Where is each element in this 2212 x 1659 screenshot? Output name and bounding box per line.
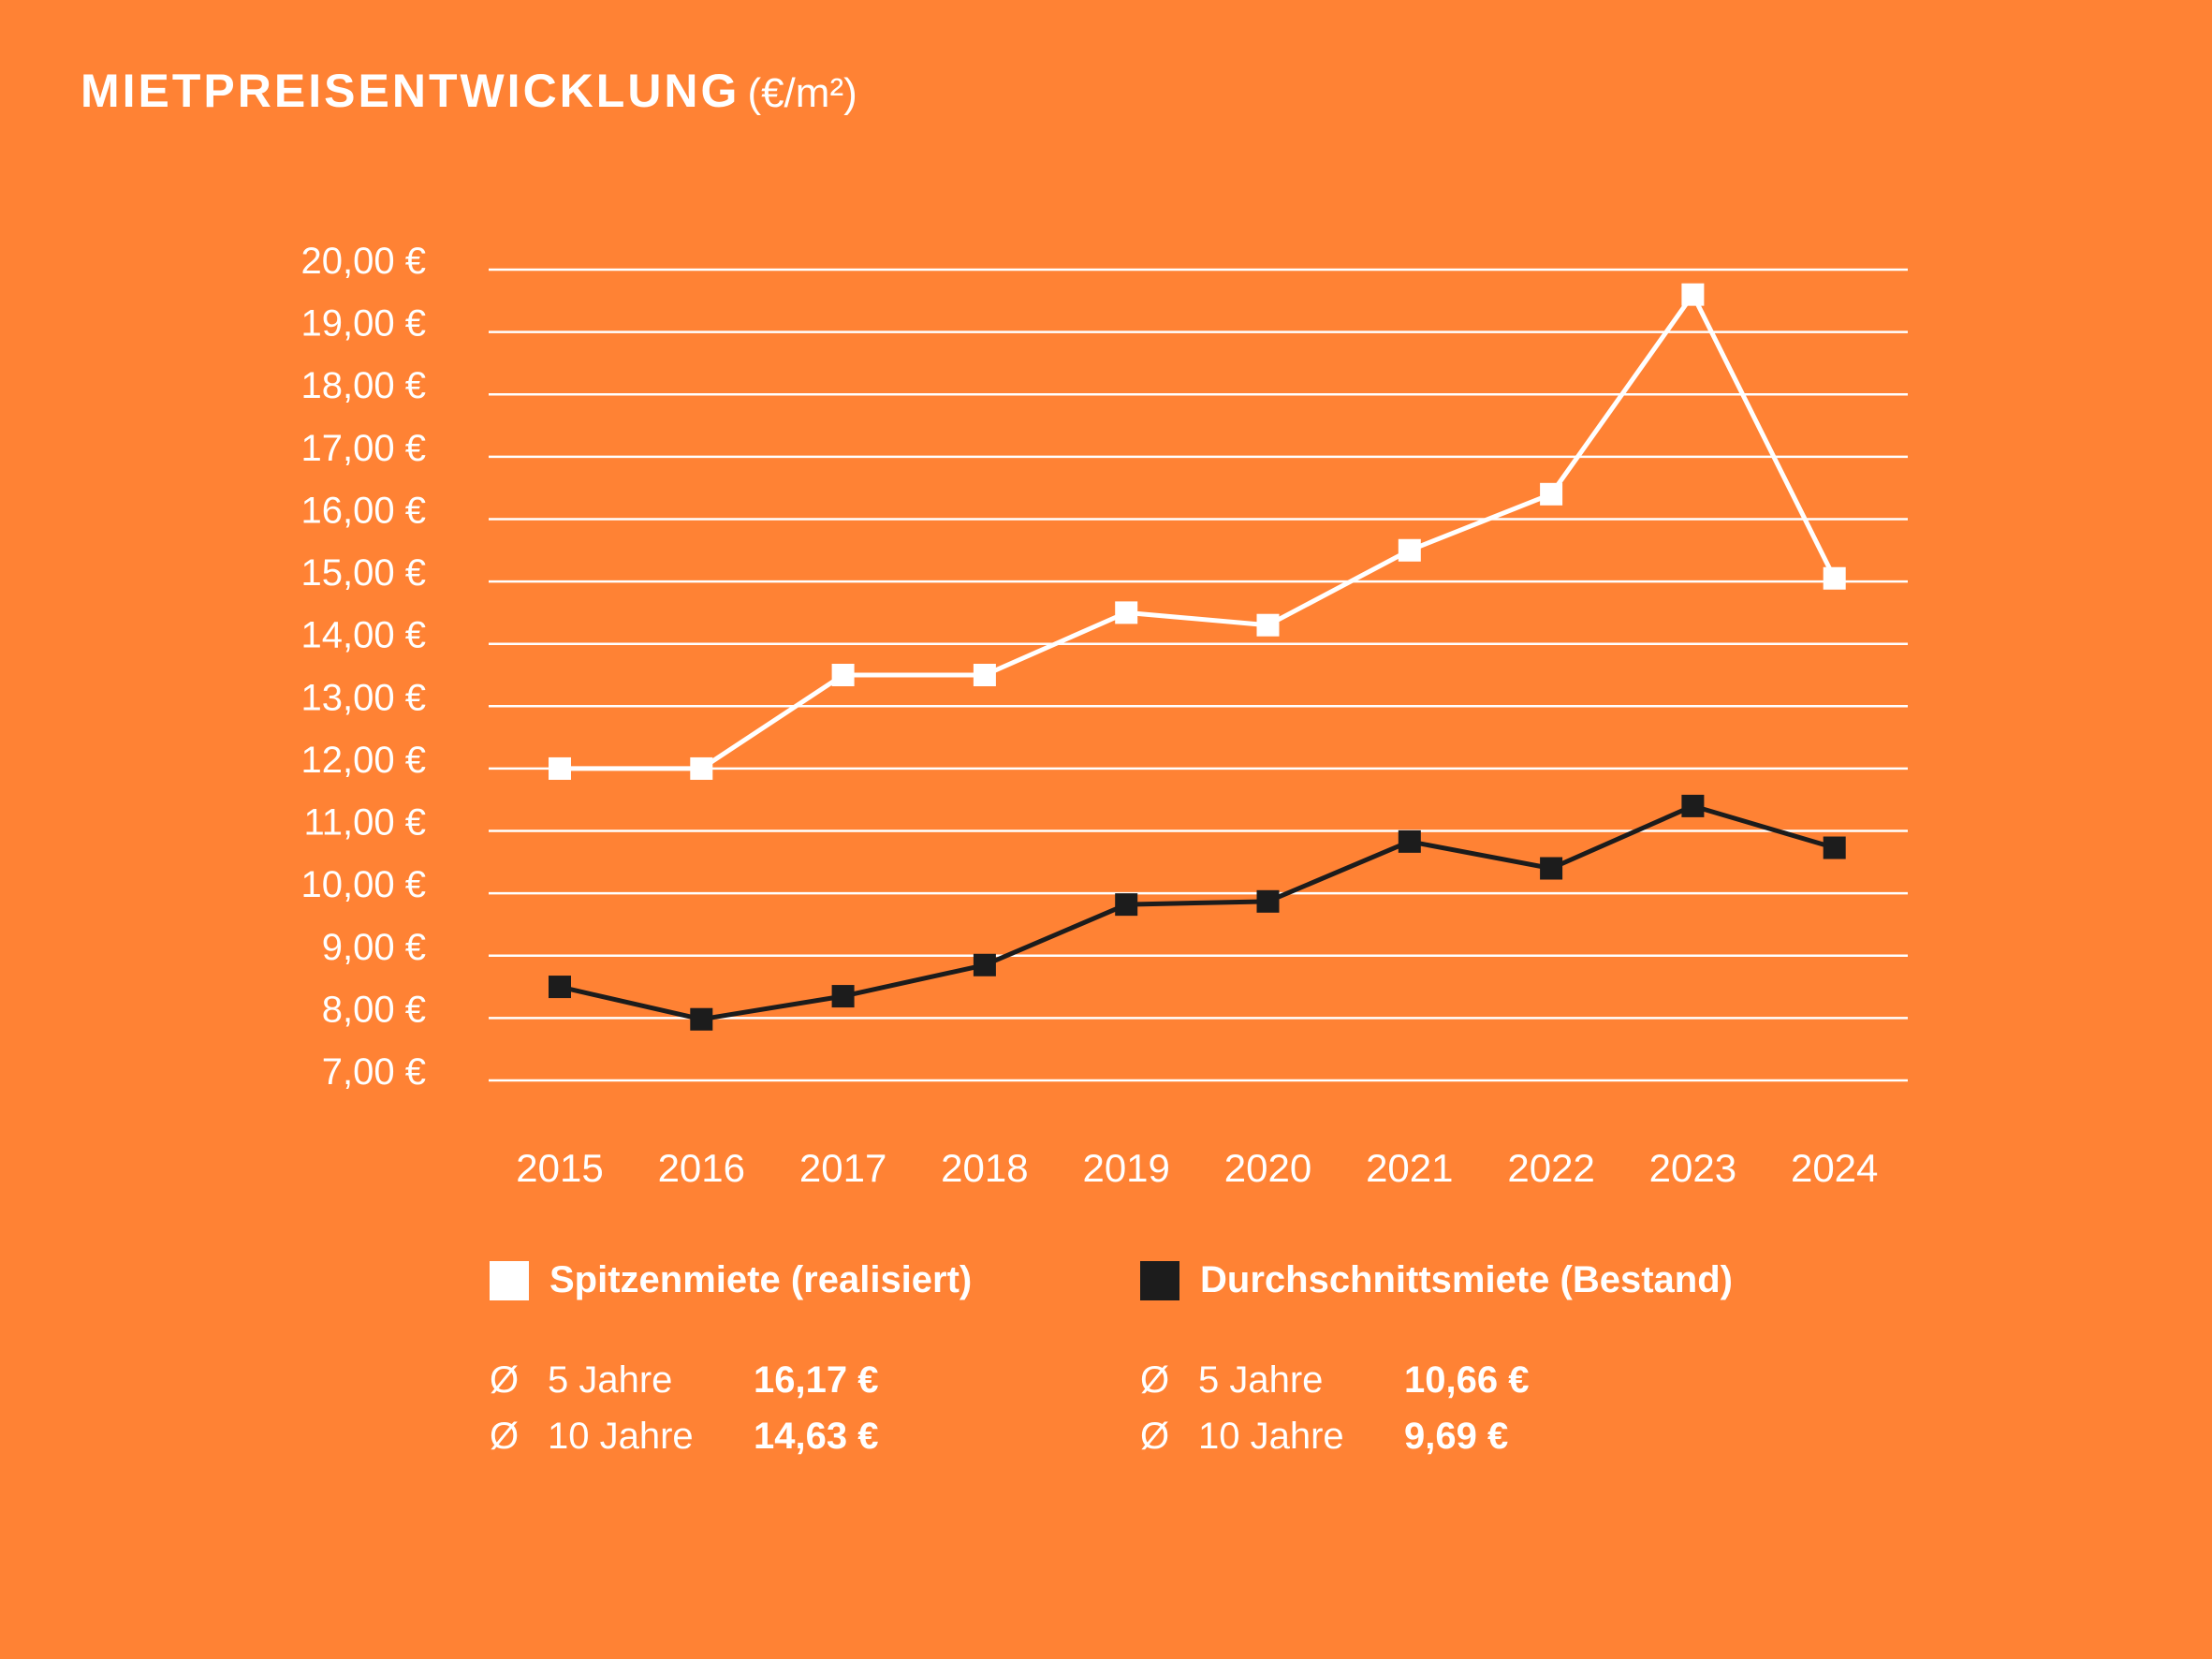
stat-label: 10 Jahre: [548, 1416, 694, 1457]
x-tick-label: 2016: [658, 1146, 745, 1190]
data-point-spitzenmiete: [1681, 283, 1705, 306]
stat-value: 9,69 €: [1404, 1416, 1509, 1457]
average-symbol: Ø: [1140, 1416, 1170, 1457]
data-point-durchschnittsmiete: [1540, 857, 1563, 880]
data-point-durchschnittsmiete: [690, 1007, 713, 1031]
data-point-spitzenmiete: [549, 756, 571, 780]
data-point-durchschnittsmiete: [831, 985, 855, 1008]
chart-title: MIETPREISENTWICKLUNG (€/m²): [81, 64, 857, 118]
chart-title-unit: (€/m²): [747, 70, 857, 116]
chart-title-main: MIETPREISENTWICKLUNG: [81, 65, 740, 117]
data-point-durchschnittsmiete: [1398, 830, 1421, 853]
x-tick-label: 2019: [1082, 1146, 1169, 1190]
stat-value: 14,63 €: [754, 1416, 879, 1457]
y-tick-label: 17,00 €: [301, 428, 426, 469]
series-line-spitzenmiete: [560, 292, 1837, 771]
data-point-durchschnittsmiete: [1115, 893, 1138, 917]
y-tick-label: 12,00 €: [301, 740, 426, 781]
data-point-durchschnittsmiete: [1823, 836, 1846, 859]
x-tick-label: 2015: [516, 1146, 603, 1190]
data-point-spitzenmiete: [1540, 482, 1563, 506]
legend-swatch-white: [490, 1260, 529, 1300]
stat-label: 10 Jahre: [1198, 1416, 1344, 1457]
series-group: [549, 283, 1846, 1031]
y-tick-label: 14,00 €: [301, 615, 426, 656]
grid-lines: [489, 268, 1908, 1082]
data-point-durchschnittsmiete: [1681, 794, 1705, 817]
y-axis-ticks: 20,00 € 19,00 € 18,00 € 17,00 € 16,00 € 15,00…: [301, 241, 426, 1093]
data-point-durchschnittsmiete: [549, 976, 571, 999]
y-tick-label: 19,00 €: [301, 303, 426, 345]
x-tick-label: 2022: [1507, 1146, 1594, 1190]
data-point-durchschnittsmiete: [973, 953, 996, 976]
stat-label: 5 Jahre: [548, 1359, 673, 1401]
data-point-spitzenmiete: [831, 664, 855, 686]
data-point-spitzenmiete: [690, 756, 713, 780]
stat-label: 5 Jahre: [1198, 1359, 1324, 1401]
legend-item-spitzenmiete: Spitzenmiete (realisiert): [490, 1259, 972, 1301]
y-tick-label: 9,00 €: [322, 927, 426, 968]
data-point-spitzenmiete: [1398, 538, 1421, 562]
series-line-durchschnittsmiete: [559, 803, 1836, 1022]
x-tick-label: 2024: [1791, 1146, 1878, 1190]
data-point-spitzenmiete: [1256, 613, 1280, 637]
x-tick-label: 2023: [1649, 1146, 1736, 1190]
x-tick-label: 2021: [1366, 1146, 1453, 1190]
y-tick-label: 8,00 €: [322, 989, 426, 1030]
x-axis-ticks: 2015 2016 2017 2018 2019 2020 2021 2022 2023 2024: [516, 1146, 1878, 1190]
x-tick-label: 2020: [1224, 1146, 1311, 1190]
data-point-spitzenmiete: [1115, 601, 1138, 624]
stat-value: 16,17 €: [754, 1359, 879, 1401]
data-point-spitzenmiete: [1823, 566, 1846, 590]
x-tick-label: 2017: [799, 1146, 886, 1190]
legend-label: Spitzenmiete (realisiert): [549, 1259, 973, 1300]
average-symbol: Ø: [490, 1359, 520, 1401]
x-tick-label: 2018: [941, 1146, 1028, 1190]
y-tick-label: 20,00 €: [301, 241, 426, 282]
legend-item-durchschnittsmiete: Durchschnittsmiete (Bestand): [1140, 1259, 1733, 1301]
average-symbol: Ø: [1140, 1359, 1170, 1401]
y-tick-label: 11,00 €: [304, 802, 427, 844]
data-point-spitzenmiete: [973, 664, 996, 686]
stat-value: 10,66 €: [1404, 1359, 1530, 1401]
data-point-durchschnittsmiete: [1256, 889, 1280, 913]
y-tick-label: 7,00 €: [322, 1051, 426, 1093]
y-tick-label: 16,00 €: [301, 490, 426, 531]
average-symbol: Ø: [490, 1416, 520, 1457]
legend-label: Durchschnittsmiete (Bestand): [1200, 1259, 1733, 1300]
y-tick-label: 13,00 €: [301, 677, 426, 718]
y-tick-label: 10,00 €: [301, 864, 426, 905]
legend-swatch-black: [1140, 1260, 1179, 1300]
y-tick-label: 15,00 €: [301, 552, 426, 594]
y-tick-label: 18,00 €: [301, 365, 426, 406]
